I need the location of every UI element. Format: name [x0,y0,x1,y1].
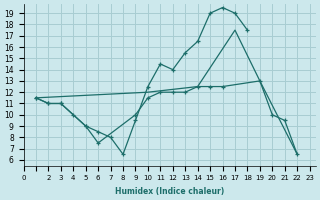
X-axis label: Humidex (Indice chaleur): Humidex (Indice chaleur) [115,187,224,196]
